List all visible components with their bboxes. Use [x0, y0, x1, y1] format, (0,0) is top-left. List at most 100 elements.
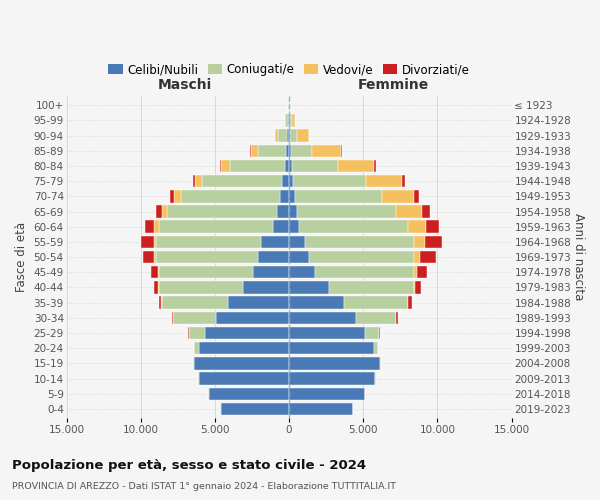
- Bar: [344, 296, 408, 309]
- Bar: [289, 266, 315, 278]
- Bar: [220, 160, 221, 172]
- Text: Femmine: Femmine: [357, 78, 428, 92]
- Bar: [154, 251, 155, 264]
- Bar: [415, 236, 425, 248]
- Bar: [305, 236, 415, 248]
- Bar: [286, 144, 289, 157]
- Bar: [173, 312, 217, 324]
- Bar: [289, 206, 296, 218]
- Bar: [158, 266, 253, 278]
- Bar: [417, 266, 427, 278]
- Bar: [181, 190, 280, 202]
- Bar: [291, 144, 312, 157]
- Bar: [409, 220, 425, 233]
- Bar: [285, 114, 286, 126]
- Bar: [193, 357, 194, 370]
- Bar: [188, 327, 189, 339]
- Bar: [289, 281, 329, 293]
- Bar: [289, 372, 375, 385]
- Bar: [341, 144, 342, 157]
- Bar: [289, 312, 356, 324]
- Bar: [287, 130, 289, 142]
- Bar: [154, 236, 155, 248]
- Bar: [251, 144, 258, 157]
- Bar: [221, 160, 230, 172]
- Bar: [289, 296, 344, 309]
- Bar: [296, 206, 396, 218]
- Bar: [158, 281, 243, 293]
- Bar: [284, 160, 289, 172]
- Bar: [250, 144, 251, 157]
- Bar: [413, 281, 415, 293]
- Bar: [289, 130, 290, 142]
- Bar: [277, 206, 289, 218]
- Bar: [289, 327, 365, 339]
- Bar: [172, 312, 173, 324]
- Bar: [289, 357, 380, 370]
- Bar: [402, 175, 405, 188]
- Bar: [162, 206, 167, 218]
- Bar: [258, 251, 289, 264]
- Bar: [202, 175, 283, 188]
- Bar: [425, 220, 439, 233]
- Text: PROVINCIA DI AREZZO - Dati ISTAT 1° gennaio 2024 - Elaborazione TUTTITALIA.IT: PROVINCIA DI AREZZO - Dati ISTAT 1° genn…: [12, 482, 396, 491]
- Bar: [228, 296, 289, 309]
- Bar: [292, 160, 338, 172]
- Bar: [230, 160, 284, 172]
- Bar: [289, 190, 295, 202]
- Bar: [209, 388, 289, 400]
- Bar: [382, 190, 414, 202]
- Bar: [158, 220, 273, 233]
- Bar: [356, 312, 396, 324]
- Bar: [299, 220, 409, 233]
- Bar: [420, 251, 436, 264]
- Bar: [194, 357, 289, 370]
- Bar: [289, 236, 305, 248]
- Bar: [156, 206, 162, 218]
- Bar: [422, 206, 430, 218]
- Bar: [243, 281, 289, 293]
- Bar: [289, 144, 291, 157]
- Bar: [425, 236, 442, 248]
- Bar: [145, 220, 154, 233]
- Bar: [199, 342, 289, 354]
- Bar: [374, 160, 376, 172]
- Bar: [261, 236, 289, 248]
- Bar: [329, 281, 413, 293]
- Bar: [408, 296, 409, 309]
- Bar: [151, 266, 158, 278]
- Bar: [275, 130, 278, 142]
- Legend: Celibi/Nubili, Coniugati/e, Vedovi/e, Divorziati/e: Celibi/Nubili, Coniugati/e, Vedovi/e, Di…: [104, 58, 475, 81]
- Bar: [283, 175, 289, 188]
- Bar: [154, 220, 158, 233]
- Bar: [199, 372, 289, 385]
- Bar: [396, 206, 422, 218]
- Bar: [167, 206, 277, 218]
- Bar: [414, 190, 419, 202]
- Bar: [379, 327, 380, 339]
- Bar: [289, 342, 374, 354]
- Bar: [217, 312, 289, 324]
- Bar: [415, 266, 417, 278]
- Bar: [194, 342, 199, 354]
- Bar: [205, 327, 289, 339]
- Bar: [278, 130, 287, 142]
- Bar: [155, 236, 261, 248]
- Bar: [366, 175, 402, 188]
- Bar: [297, 130, 308, 142]
- Bar: [258, 144, 286, 157]
- Bar: [280, 190, 289, 202]
- Bar: [290, 114, 292, 126]
- Bar: [292, 114, 295, 126]
- Bar: [253, 266, 289, 278]
- Bar: [409, 296, 412, 309]
- Bar: [155, 251, 258, 264]
- Bar: [173, 190, 181, 202]
- Bar: [309, 251, 415, 264]
- Bar: [289, 251, 309, 264]
- Bar: [290, 130, 297, 142]
- Bar: [161, 296, 228, 309]
- Bar: [288, 114, 289, 126]
- Bar: [289, 388, 365, 400]
- Text: Maschi: Maschi: [158, 78, 212, 92]
